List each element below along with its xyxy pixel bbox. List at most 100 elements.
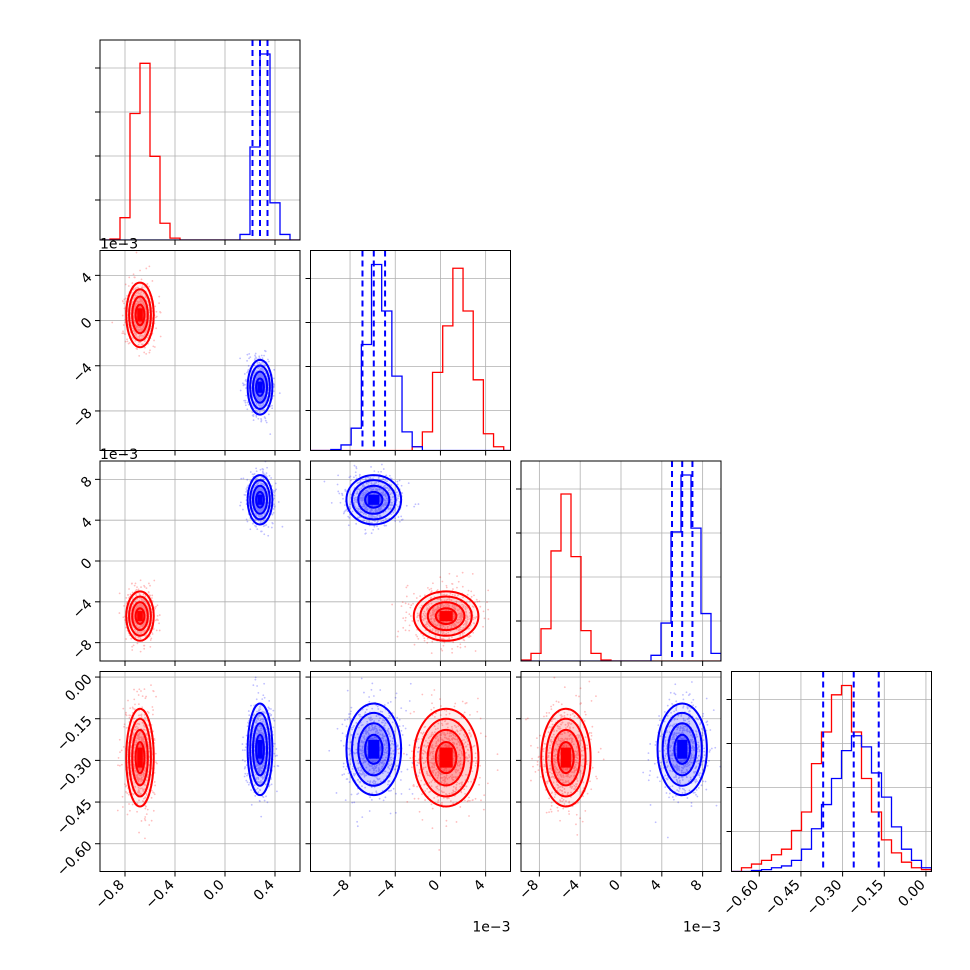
panel-2-1 bbox=[305, 460, 511, 666]
scatter-point bbox=[383, 493, 386, 496]
scatter-point bbox=[254, 484, 257, 487]
scatter-point bbox=[465, 614, 468, 617]
scatter-point bbox=[442, 632, 445, 634]
scatter-point bbox=[442, 638, 445, 640]
scatter-point bbox=[465, 614, 468, 617]
scatter-point bbox=[389, 498, 392, 501]
scatter-point bbox=[150, 637, 153, 640]
scatter-point bbox=[260, 375, 263, 378]
scatter-point bbox=[458, 616, 461, 619]
scatter-point bbox=[148, 351, 151, 354]
scatter-point bbox=[258, 493, 261, 496]
scatter-point bbox=[259, 404, 262, 407]
scatter-point bbox=[463, 639, 466, 642]
scatter-point bbox=[148, 285, 151, 288]
scatter-point bbox=[263, 504, 266, 506]
scatter-point bbox=[453, 607, 456, 610]
scatter-point bbox=[253, 359, 256, 361]
y-tick-label: 4 bbox=[78, 270, 96, 288]
scatter-point bbox=[388, 487, 391, 490]
scatter-point bbox=[449, 592, 452, 595]
scatter-point bbox=[472, 606, 475, 608]
scatter-point bbox=[137, 791, 139, 794]
scatter-point bbox=[137, 722, 139, 725]
scatter-point bbox=[371, 516, 374, 519]
scatter-point bbox=[136, 737, 139, 740]
scatter-point bbox=[382, 478, 385, 481]
scatter-point bbox=[430, 618, 432, 621]
scatter-point bbox=[431, 614, 434, 616]
scatter-point bbox=[140, 690, 142, 692]
scatter-point bbox=[384, 494, 387, 497]
scatter-point bbox=[257, 488, 259, 491]
scatter-point bbox=[247, 403, 250, 406]
scatter-point bbox=[264, 474, 267, 477]
scatter-point bbox=[386, 480, 388, 483]
scatter-point bbox=[138, 688, 141, 691]
scatter-point bbox=[258, 488, 261, 491]
scatter-point bbox=[362, 512, 365, 515]
scatter-point bbox=[382, 519, 385, 522]
scatter-point bbox=[158, 614, 161, 616]
scatter-point bbox=[264, 503, 266, 505]
scatter-point bbox=[132, 602, 135, 605]
scatter-point bbox=[138, 341, 140, 344]
scatter-point bbox=[128, 588, 130, 590]
scatter-point bbox=[259, 504, 262, 507]
scatter-point bbox=[140, 337, 143, 340]
scatter-point bbox=[264, 419, 267, 422]
scatter-point bbox=[145, 695, 148, 698]
scatter-point bbox=[261, 357, 264, 360]
scatter-point bbox=[421, 616, 424, 618]
scatter-point bbox=[262, 472, 265, 475]
scatter-point bbox=[353, 464, 356, 467]
scatter-point bbox=[125, 791, 127, 793]
scatter-point bbox=[136, 632, 139, 634]
scatter-point bbox=[131, 597, 134, 599]
scatter-point bbox=[146, 776, 149, 779]
scatter-point bbox=[135, 326, 138, 329]
scatter-point bbox=[264, 524, 266, 527]
scatter-point bbox=[376, 489, 379, 491]
scatter-point bbox=[258, 366, 261, 369]
scatter-point bbox=[392, 495, 395, 498]
scatter-point bbox=[348, 506, 351, 509]
scatter-point bbox=[139, 637, 142, 640]
scatter-point bbox=[136, 586, 138, 589]
scatter-point bbox=[426, 620, 428, 623]
scatter-point bbox=[452, 624, 455, 627]
scatter-point bbox=[138, 831, 140, 834]
scatter-point bbox=[255, 414, 258, 417]
scatter-point bbox=[459, 620, 462, 623]
scatter-point bbox=[459, 646, 462, 649]
scatter-point bbox=[384, 484, 386, 487]
scatter-point bbox=[272, 511, 275, 514]
scatter-point bbox=[265, 524, 268, 526]
scatter-point bbox=[379, 514, 382, 517]
scatter-point bbox=[378, 488, 381, 491]
scatter-point bbox=[143, 724, 145, 727]
scatter-point bbox=[260, 354, 263, 357]
scatter-point bbox=[466, 616, 469, 618]
y-tick-label: 0 bbox=[78, 555, 96, 573]
scatter-point bbox=[413, 505, 416, 508]
scatter-point bbox=[137, 733, 140, 736]
scatter-point bbox=[128, 342, 131, 344]
scatter-point bbox=[131, 649, 134, 651]
scatter-point bbox=[427, 603, 430, 606]
y-tick-label: 8 bbox=[78, 474, 96, 492]
scatter-point bbox=[264, 503, 266, 506]
scatter-point bbox=[245, 488, 248, 490]
scatter-point bbox=[144, 635, 147, 637]
scatter-point bbox=[379, 500, 382, 503]
scatter-point bbox=[136, 777, 139, 779]
scatter-point bbox=[142, 291, 145, 294]
scatter-point bbox=[143, 769, 146, 772]
scatter-point bbox=[138, 335, 141, 338]
scatter-point bbox=[142, 738, 144, 741]
scatter-point bbox=[140, 767, 142, 770]
scatter-point bbox=[383, 498, 386, 501]
scatter-point bbox=[419, 595, 422, 598]
scatter-point bbox=[144, 307, 147, 310]
y-tick-label: −8 bbox=[70, 637, 96, 663]
